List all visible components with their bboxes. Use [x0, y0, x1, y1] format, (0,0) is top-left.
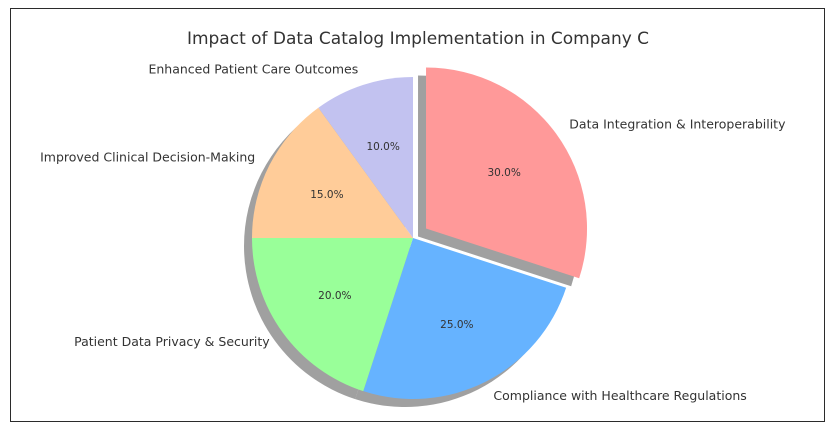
- pct-label-enhanced-patient-care-outcomes: 10.0%: [366, 141, 399, 153]
- category-label-compliance-with-healthcare-regulations: Compliance with Healthcare Regulations: [493, 388, 746, 403]
- slice-improved-clinical-decision-making: [252, 107, 413, 238]
- slice-compliance-with-healthcare-regulations: [363, 238, 567, 399]
- category-label-patient-data-privacy-security: Patient Data Privacy & Security: [74, 334, 270, 349]
- category-label-data-integration-interoperability: Data Integration & Interoperability: [569, 116, 786, 131]
- slice-data-integration-interoperability: [426, 67, 588, 279]
- slice-enhanced-patient-care-outcomes: [318, 77, 413, 238]
- pct-label-data-integration-interoperability: 30.0%: [487, 167, 520, 179]
- slice-labels: 30.0% Data Integration & Interoperability…: [40, 62, 786, 403]
- pie-slices: [252, 67, 588, 399]
- pct-label-patient-data-privacy-security: 20.0%: [318, 290, 351, 302]
- category-label-improved-clinical-decision-making: Improved Clinical Decision-Making: [40, 150, 255, 165]
- category-label-enhanced-patient-care-outcomes: Enhanced Patient Care Outcomes: [148, 62, 358, 77]
- slice-patient-data-privacy-security: [252, 238, 413, 392]
- pct-label-improved-clinical-decision-making: 15.0%: [310, 189, 343, 201]
- pct-label-compliance-with-healthcare-regulations: 25.0%: [440, 319, 473, 331]
- chart-title: Impact of Data Catalog Implementation in…: [187, 29, 649, 49]
